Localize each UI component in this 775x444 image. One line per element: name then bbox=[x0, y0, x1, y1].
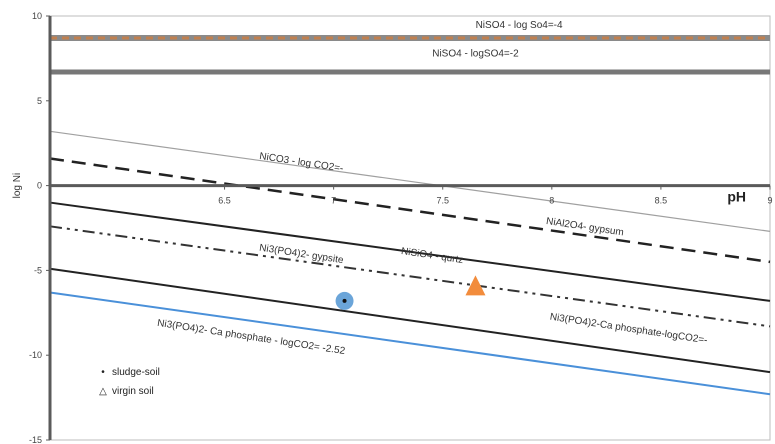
x-tick-label: 6.5 bbox=[218, 196, 231, 206]
x-tick-label: 8.5 bbox=[655, 196, 668, 206]
y-axis-title: log Ni bbox=[12, 173, 23, 199]
point-sludge-soil-center bbox=[342, 298, 347, 303]
series-line-6 bbox=[49, 267, 771, 374]
series-line-5 bbox=[49, 225, 771, 328]
y-tick-label: -10 bbox=[29, 350, 42, 360]
legend-label-0: sludge-soil bbox=[112, 367, 160, 378]
y-tick-label: -15 bbox=[29, 435, 42, 444]
plot-area bbox=[49, 15, 771, 441]
y-tick-label: 0 bbox=[37, 181, 42, 191]
series-line-2 bbox=[49, 130, 771, 232]
series-line-4 bbox=[49, 201, 771, 302]
series-line-7 bbox=[49, 291, 771, 396]
x-tick-label: 9 bbox=[767, 196, 772, 206]
legend-symbol-0: • bbox=[101, 367, 105, 378]
legend-symbol-1: △ bbox=[99, 386, 107, 397]
y-tick-label: -5 bbox=[34, 265, 42, 275]
x-tick-label: 7 bbox=[331, 196, 336, 206]
y-tick-label: 5 bbox=[37, 96, 42, 106]
series-line-3 bbox=[49, 157, 771, 264]
x-tick-label: 7.5 bbox=[436, 196, 449, 206]
point-virgin-soil bbox=[465, 275, 486, 296]
x-axis-title: pH bbox=[727, 189, 746, 205]
line-label-1: NiSO4 - logSO4=-2 bbox=[432, 49, 519, 60]
y-tick-label: 10 bbox=[32, 11, 42, 21]
line-label-0: NiSO4 - log So4=-4 bbox=[476, 20, 563, 31]
legend-label-1: virgin soil bbox=[112, 386, 154, 397]
x-tick-label: 8 bbox=[549, 196, 554, 206]
